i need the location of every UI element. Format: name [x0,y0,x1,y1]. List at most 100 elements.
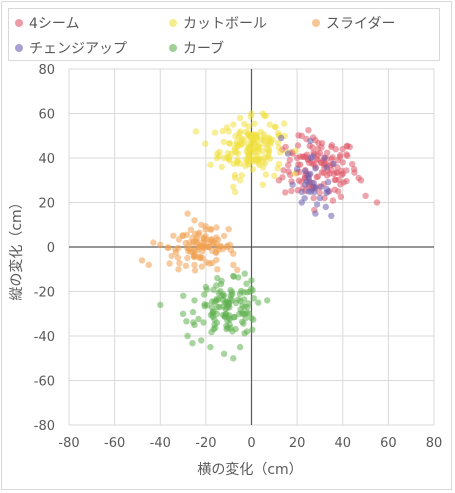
legend-label-changeup: チェンジアップ [29,41,127,57]
data-point-slider [191,253,198,261]
data-point-four-seam [314,173,322,180]
data-point-curve [248,315,255,322]
data-point-four-seam [312,137,319,144]
data-point-curve [211,298,218,305]
data-point-cutter [214,150,221,157]
data-point-curve [213,282,220,289]
data-point-cutter [266,121,273,128]
data-point-four-seam [295,177,303,184]
data-point-curve [243,280,250,287]
data-point-curve [201,291,208,298]
data-point-changeup [310,179,317,187]
data-point-changeup [312,210,319,217]
data-point-slider [214,266,221,273]
data-point-cutter [219,127,226,135]
y-tick-label: 60 [38,108,55,123]
data-point-slider [207,226,214,233]
data-point-cutter [236,114,244,122]
data-point-four-seam [282,143,289,151]
x-axis-title: 横の変化（cm） [197,461,302,478]
data-point-curve [241,270,248,277]
data-point-four-seam [282,189,289,196]
data-point-curve [255,299,262,306]
legend-item-changeup: チェンジアップ [15,38,127,58]
data-point-changeup [325,178,332,186]
data-point-four-seam [298,132,305,139]
data-point-curve [230,355,237,362]
data-point-four-seam [310,194,317,202]
data-point-curve [248,277,255,284]
x-tick-label: -60 [104,436,125,451]
data-point-changeup [298,199,305,206]
zero-axes [69,69,434,425]
data-point-curve [235,274,242,281]
legend-label-cutter: カットボール [183,16,267,32]
data-point-changeup [323,164,330,171]
data-point-curve [214,303,221,311]
data-point-cutter [236,177,244,184]
data-point-changeup [305,188,312,195]
data-point-slider [213,224,220,231]
data-point-four-seam [314,156,322,163]
data-point-four-seam [299,153,307,160]
data-point-changeup [284,150,292,157]
data-point-four-seam [275,177,283,184]
data-point-cutter [236,128,244,135]
data-point-four-seam [335,188,342,195]
data-point-slider [191,267,199,274]
data-point-cutter [262,171,270,178]
data-point-cutter [280,120,288,127]
data-point-curve [208,328,215,336]
data-point-cutter [252,149,259,156]
series-cutter [192,110,299,196]
data-point-cutter [274,165,281,172]
data-point-four-seam [286,156,293,164]
data-point-cutter [264,146,271,153]
data-point-changeup [304,172,311,179]
data-point-cutter [248,110,255,117]
data-point-slider [203,242,210,250]
legend-label-four-seam: 4シーム [29,16,80,32]
legend-marker-curve [169,44,177,52]
data-point-cutter [249,166,256,173]
data-point-cutter [261,159,269,167]
data-point-slider [217,243,224,250]
data-point-four-seam [329,154,336,161]
data-point-four-seam [316,189,323,196]
x-tick-label: -80 [58,436,79,451]
data-point-slider [175,266,182,273]
data-point-cutter [230,121,237,128]
data-point-slider [196,253,204,261]
data-point-cutter [192,128,200,135]
data-point-slider [172,249,180,256]
data-point-four-seam [362,192,369,199]
data-point-cutter [207,161,214,168]
data-point-slider [213,256,220,264]
data-point-cutter [277,149,284,156]
data-point-curve [236,343,244,351]
x-tick-label: 20 [289,436,306,451]
data-point-cutter [265,134,272,141]
data-point-four-seam [335,176,343,183]
data-point-curve [214,274,221,282]
data-point-slider [182,262,190,269]
y-tick-label: -80 [34,419,55,434]
data-point-slider [202,226,209,233]
legend-marker-slider [312,19,320,27]
data-point-cutter [218,163,225,171]
data-point-slider [198,263,205,270]
data-point-curve [243,328,251,335]
data-point-cutter [234,156,241,163]
data-point-slider [168,252,175,260]
legend-label-curve: カーブ [183,41,225,57]
legend-item-slider: スライダー [312,13,395,33]
data-point-slider [174,254,182,261]
series-changeup [278,134,337,219]
data-point-slider [225,226,232,233]
data-point-four-seam [336,153,344,161]
data-point-curve [237,306,244,313]
data-point-slider [197,242,204,250]
data-point-curve [198,337,205,344]
data-point-four-seam [340,179,347,186]
data-point-cutter [231,188,239,196]
